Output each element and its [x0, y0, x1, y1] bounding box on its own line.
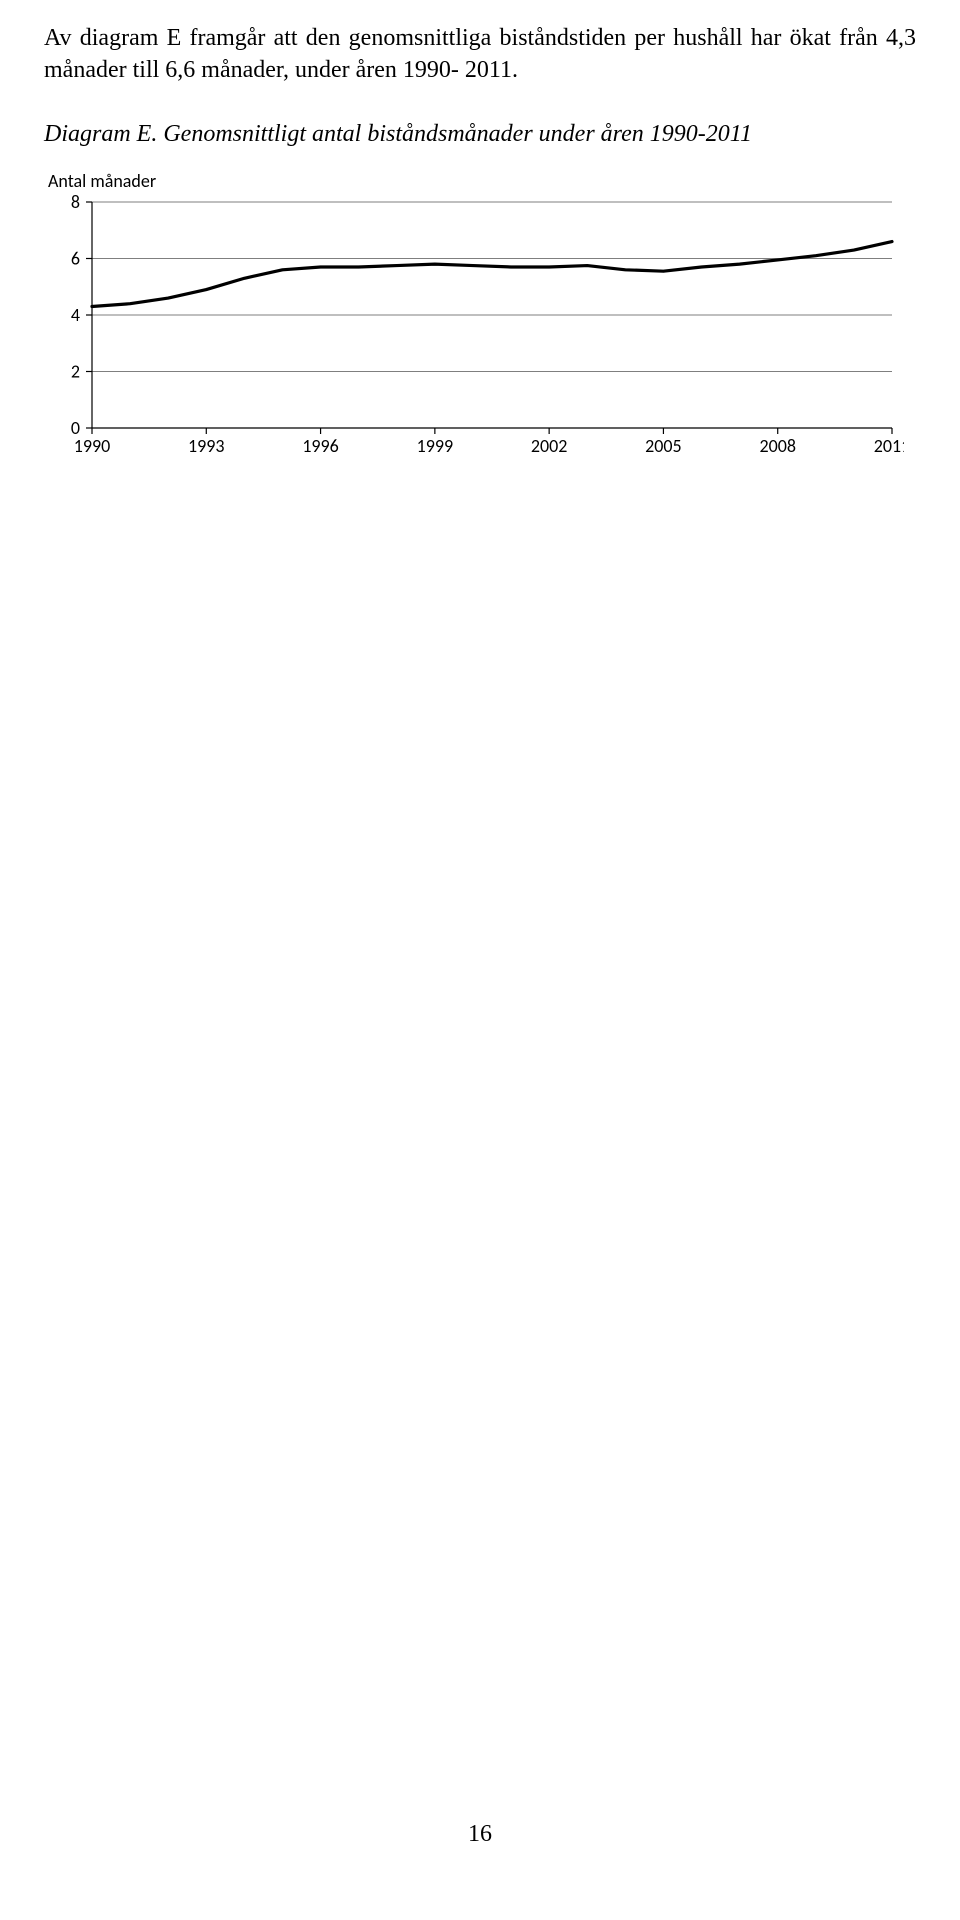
svg-text:1999: 1999: [417, 435, 454, 457]
svg-text:1993: 1993: [188, 435, 225, 457]
svg-text:2008: 2008: [759, 435, 796, 457]
body-text: Av diagram E framgår att den genomsnittl…: [44, 22, 916, 87]
chart-y-title: Antal månader: [48, 170, 916, 192]
page-number: 16: [0, 1821, 960, 1848]
svg-text:2005: 2005: [645, 435, 682, 457]
chart-svg: 0246819901993199619992002200520082011: [44, 194, 904, 464]
svg-text:1990: 1990: [74, 435, 111, 457]
svg-text:2002: 2002: [531, 435, 568, 457]
svg-text:1996: 1996: [302, 435, 339, 457]
svg-text:2011: 2011: [874, 435, 904, 457]
svg-text:8: 8: [71, 194, 80, 213]
chart: Antal månader 02468199019931996199920022…: [44, 170, 916, 469]
svg-text:2: 2: [71, 360, 80, 382]
svg-text:4: 4: [71, 304, 80, 326]
svg-text:6: 6: [71, 247, 80, 269]
chart-caption: Diagram E. Genomsnittligt antal bistånds…: [44, 121, 916, 148]
page: Av diagram E framgår att den genomsnittl…: [0, 0, 960, 1920]
